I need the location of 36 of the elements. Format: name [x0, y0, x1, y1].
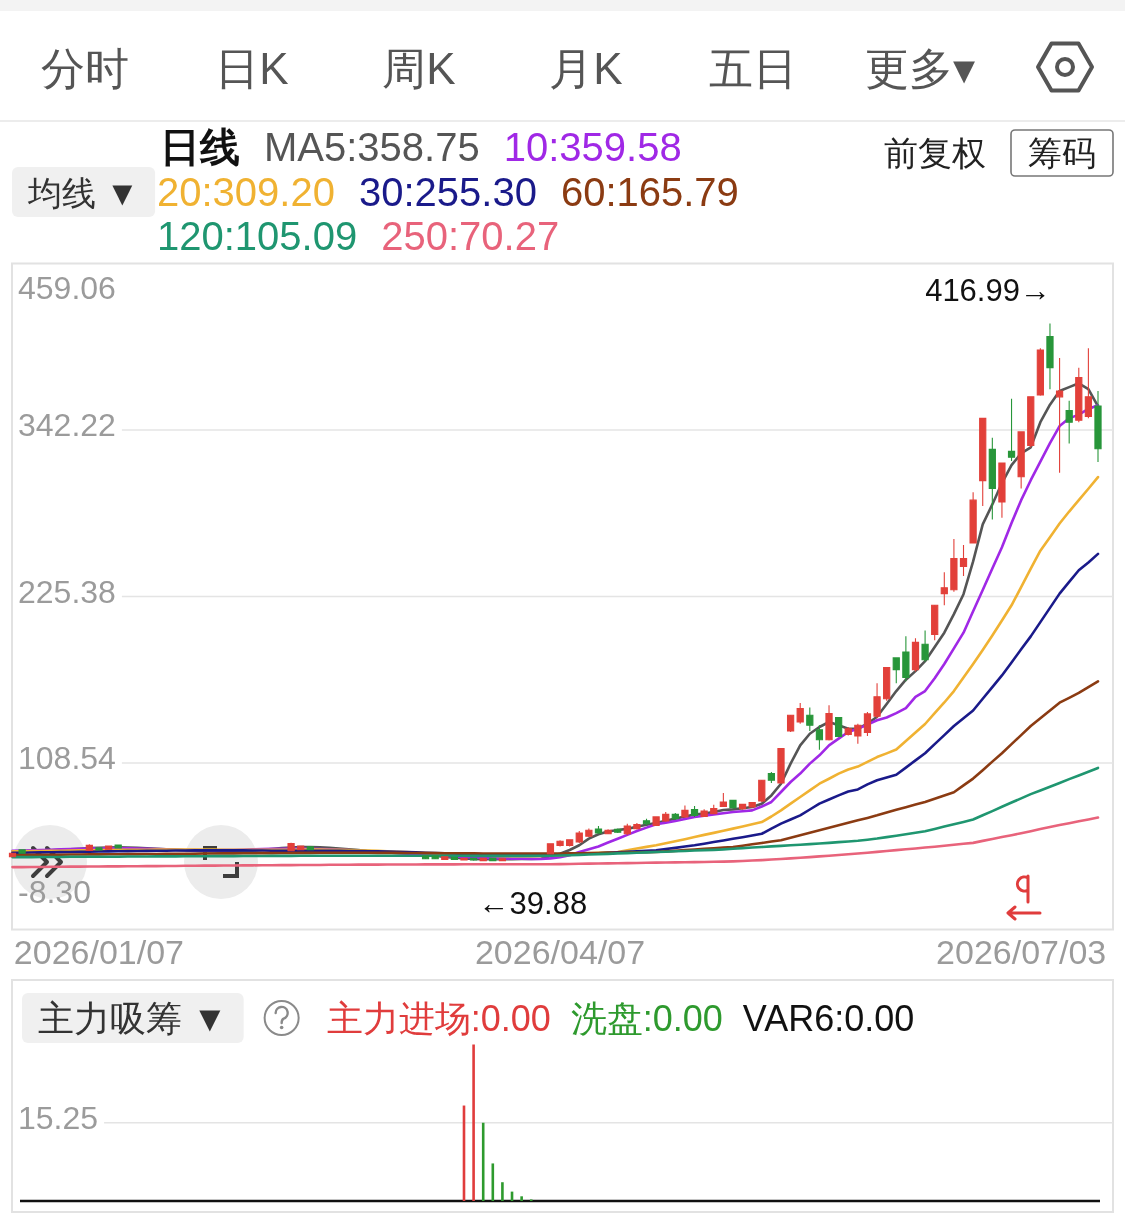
text: 250:70.27: [381, 214, 560, 258]
y-tick-label: 108.54: [18, 740, 116, 776]
text: 洗盘:0.00: [570, 998, 723, 1039]
text: 20:309.20: [157, 169, 335, 214]
series-label: 主力进场:0.00: [326, 998, 551, 1039]
y-tick-label: 225.38: [18, 573, 116, 610]
text: 30:255.30: [358, 169, 537, 214]
bar: [501, 1182, 504, 1201]
text: 60:165.79: [560, 169, 739, 214]
bar: [472, 1044, 475, 1201]
annotation: ←39.88: [478, 885, 588, 921]
annotation: 416.99→: [925, 273, 1051, 309]
y-tick-label: 342.22: [18, 407, 116, 443]
text: MA5:358.75: [264, 125, 480, 169]
text: 均线 ▼: [27, 174, 140, 212]
x-tick-label: 2026/07/03: [936, 933, 1107, 971]
text: 日K: [215, 44, 289, 93]
y-tick-label: -8.30: [18, 873, 91, 910]
text: VAR6:0.00: [742, 998, 915, 1039]
text: 更多▾: [864, 44, 976, 93]
bar: [481, 1122, 485, 1201]
chart-title: 主力吸筹 ▼: [38, 998, 228, 1039]
text: 120:105.09: [157, 214, 358, 258]
y-tick-label: 459.06: [18, 269, 116, 306]
text: 五日: [709, 44, 797, 93]
text: 月K: [549, 44, 623, 93]
text: 筹码: [1028, 134, 1096, 172]
text: 10:359.58: [503, 125, 682, 169]
text: 分时: [41, 44, 129, 93]
text: 周K: [382, 44, 456, 93]
x-tick-label: 2026/01/07: [13, 933, 185, 971]
bar: [520, 1196, 523, 1201]
text: 前复权: [884, 134, 986, 172]
legend-title: 日线: [160, 125, 240, 169]
annotation: 15.25: [18, 1099, 99, 1136]
x-tick-label: 2026/04/07: [474, 933, 646, 971]
